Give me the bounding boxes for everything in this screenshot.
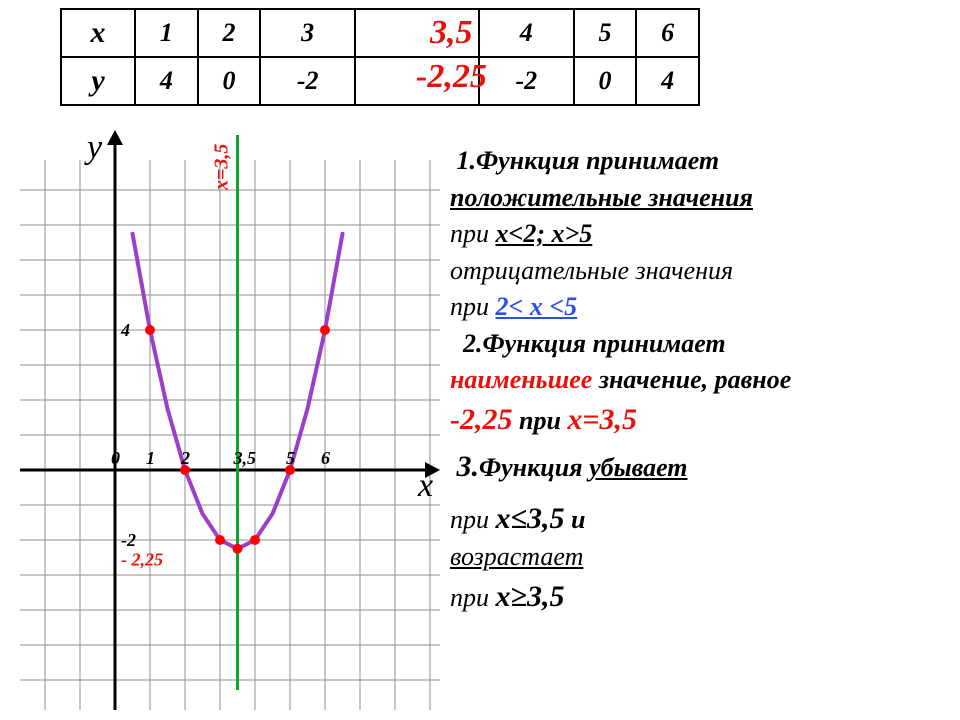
x-cell: 6 [636,9,699,57]
x-cell: 2 [198,9,261,57]
n10a: при [450,505,489,534]
y-cell: -2 [479,57,574,105]
svg-text:x=3,5: x=3,5 [211,144,233,191]
n10c: и [571,505,585,534]
n1: 1. [457,146,477,175]
n9a: 3. [457,450,480,483]
n12b: x≥3,5 [496,580,565,613]
svg-text:-2: -2 [121,530,136,550]
y-cell: 0 [198,57,261,105]
svg-text:y: y [84,130,103,166]
y-cell: 0 [574,57,637,105]
n7a: наименьшее [450,365,592,394]
svg-text:2: 2 [180,448,190,468]
svg-text:4: 4 [120,320,130,340]
svg-text:x: x [417,467,433,504]
svg-text:5: 5 [286,448,295,468]
x-cell: 3 [260,9,355,57]
notes: 1.Функция принимает положительные значен… [450,145,950,619]
n5a: при [450,292,489,321]
n7b: значение, равное [599,365,791,394]
row-y-label: y [61,57,135,105]
svg-text:0: 0 [111,448,120,468]
svg-text:3,5: 3,5 [233,448,257,468]
svg-text:- 2,25: - 2,25 [121,549,163,569]
n4: отрицательные значения [450,256,733,285]
n8a: -2,25 [450,403,513,436]
table-highlight-x: 3,5 [430,14,473,52]
svg-text:1: 1 [146,448,155,468]
n11: возрастает [450,542,583,571]
n9c: убывает [589,453,687,482]
n2: положительные значения [450,183,753,212]
y-cell: 4 [135,57,198,105]
y-cell: -2 [260,57,355,105]
row-x-label: x [61,9,135,57]
x-cell: 4 [479,9,574,57]
n6b: Функция принимает [483,329,726,358]
n8b: при [519,406,561,435]
parabola-chart: x=3,5 0 1 2 3,5 5 6 4 -2- 2,25 y x [20,130,440,710]
svg-text:6: 6 [321,448,330,468]
table-highlight-y: -2,25 [416,58,487,96]
xy-table: x 1 2 3 4 5 6 y 4 0 -2 -2 0 4 [60,8,700,106]
n3b: x<2; x>5 [496,219,593,248]
n1t: Функция принимает [476,146,719,175]
y-cell: 4 [636,57,699,105]
n3a: при [450,219,489,248]
n6a: 2. [463,329,483,358]
n8c: x=3,5 [567,403,637,436]
n10b: x≤3,5 [496,502,565,535]
x-cell: 1 [135,9,198,57]
n12a: при [450,583,489,612]
n9b: Функция [479,453,583,482]
n5b: 2< x <5 [496,292,578,321]
x-cell: 5 [574,9,637,57]
